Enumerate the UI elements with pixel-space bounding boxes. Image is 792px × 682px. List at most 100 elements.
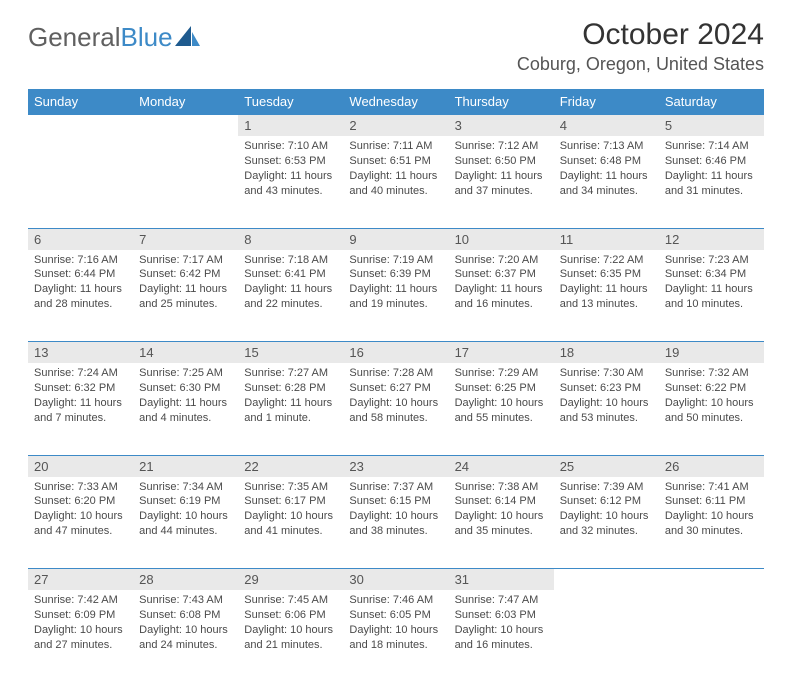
day-cell xyxy=(133,136,238,228)
day-cell: Sunrise: 7:22 AMSunset: 6:35 PMDaylight:… xyxy=(554,250,659,342)
sunset-text: Sunset: 6:09 PM xyxy=(34,608,127,623)
day-number: 13 xyxy=(28,342,133,364)
sunset-text: Sunset: 6:19 PM xyxy=(139,494,232,509)
sunrise-text: Sunrise: 7:25 AM xyxy=(139,366,232,381)
day-number: 9 xyxy=(343,228,448,250)
sunrise-text: Sunrise: 7:43 AM xyxy=(139,593,232,608)
day-cell: Sunrise: 7:39 AMSunset: 6:12 PMDaylight:… xyxy=(554,477,659,569)
daylight-text: Daylight: 10 hours and 47 minutes. xyxy=(34,509,127,539)
logo: GeneralBlue xyxy=(28,18,201,53)
day-content: Sunrise: 7:45 AMSunset: 6:06 PMDaylight:… xyxy=(244,590,337,652)
sunrise-text: Sunrise: 7:32 AM xyxy=(665,366,758,381)
title-block: October 2024 Coburg, Oregon, United Stat… xyxy=(517,18,764,75)
week-num-row: 12345 xyxy=(28,115,764,137)
sunrise-text: Sunrise: 7:34 AM xyxy=(139,480,232,495)
sunrise-text: Sunrise: 7:41 AM xyxy=(665,480,758,495)
day-number: 29 xyxy=(238,569,343,591)
day-cell: Sunrise: 7:34 AMSunset: 6:19 PMDaylight:… xyxy=(133,477,238,569)
day-number-blank xyxy=(133,115,238,137)
day-content: Sunrise: 7:23 AMSunset: 6:34 PMDaylight:… xyxy=(665,250,758,312)
day-number: 31 xyxy=(449,569,554,591)
day-content: Sunrise: 7:19 AMSunset: 6:39 PMDaylight:… xyxy=(349,250,442,312)
day-content: Sunrise: 7:28 AMSunset: 6:27 PMDaylight:… xyxy=(349,363,442,425)
daylight-text: Daylight: 10 hours and 35 minutes. xyxy=(455,509,548,539)
daylight-text: Daylight: 11 hours and 22 minutes. xyxy=(244,282,337,312)
calendar-header-row: Sunday Monday Tuesday Wednesday Thursday… xyxy=(28,89,764,115)
sunset-text: Sunset: 6:05 PM xyxy=(349,608,442,623)
sunrise-text: Sunrise: 7:42 AM xyxy=(34,593,127,608)
day-number: 14 xyxy=(133,342,238,364)
day-number: 28 xyxy=(133,569,238,591)
location: Coburg, Oregon, United States xyxy=(517,54,764,75)
day-cell: Sunrise: 7:41 AMSunset: 6:11 PMDaylight:… xyxy=(659,477,764,569)
sunset-text: Sunset: 6:20 PM xyxy=(34,494,127,509)
calendar-body: 12345Sunrise: 7:10 AMSunset: 6:53 PMDayl… xyxy=(28,115,764,682)
day-cell: Sunrise: 7:29 AMSunset: 6:25 PMDaylight:… xyxy=(449,363,554,455)
daylight-text: Daylight: 11 hours and 1 minute. xyxy=(244,396,337,426)
day-number: 26 xyxy=(659,455,764,477)
day-content: Sunrise: 7:43 AMSunset: 6:08 PMDaylight:… xyxy=(139,590,232,652)
day-number-blank xyxy=(28,115,133,137)
sunrise-text: Sunrise: 7:45 AM xyxy=(244,593,337,608)
daylight-text: Daylight: 11 hours and 43 minutes. xyxy=(244,169,337,199)
day-content: Sunrise: 7:27 AMSunset: 6:28 PMDaylight:… xyxy=(244,363,337,425)
day-cell: Sunrise: 7:32 AMSunset: 6:22 PMDaylight:… xyxy=(659,363,764,455)
day-number: 18 xyxy=(554,342,659,364)
day-content: Sunrise: 7:41 AMSunset: 6:11 PMDaylight:… xyxy=(665,477,758,539)
day-content: Sunrise: 7:47 AMSunset: 6:03 PMDaylight:… xyxy=(455,590,548,652)
daylight-text: Daylight: 10 hours and 53 minutes. xyxy=(560,396,653,426)
sunrise-text: Sunrise: 7:18 AM xyxy=(244,253,337,268)
day-header-tue: Tuesday xyxy=(238,89,343,115)
day-cell: Sunrise: 7:35 AMSunset: 6:17 PMDaylight:… xyxy=(238,477,343,569)
sunset-text: Sunset: 6:39 PM xyxy=(349,267,442,282)
week-content-row: Sunrise: 7:24 AMSunset: 6:32 PMDaylight:… xyxy=(28,363,764,455)
daylight-text: Daylight: 11 hours and 16 minutes. xyxy=(455,282,548,312)
week-num-row: 6789101112 xyxy=(28,228,764,250)
sunset-text: Sunset: 6:23 PM xyxy=(560,381,653,396)
day-cell: Sunrise: 7:45 AMSunset: 6:06 PMDaylight:… xyxy=(238,590,343,682)
sunset-text: Sunset: 6:15 PM xyxy=(349,494,442,509)
daylight-text: Daylight: 10 hours and 18 minutes. xyxy=(349,623,442,653)
day-cell: Sunrise: 7:24 AMSunset: 6:32 PMDaylight:… xyxy=(28,363,133,455)
header: GeneralBlue October 2024 Coburg, Oregon,… xyxy=(28,18,764,75)
day-content: Sunrise: 7:38 AMSunset: 6:14 PMDaylight:… xyxy=(455,477,548,539)
day-cell: Sunrise: 7:14 AMSunset: 6:46 PMDaylight:… xyxy=(659,136,764,228)
sunrise-text: Sunrise: 7:17 AM xyxy=(139,253,232,268)
sunrise-text: Sunrise: 7:16 AM xyxy=(34,253,127,268)
sunrise-text: Sunrise: 7:37 AM xyxy=(349,480,442,495)
sunset-text: Sunset: 6:44 PM xyxy=(34,267,127,282)
sunrise-text: Sunrise: 7:23 AM xyxy=(665,253,758,268)
day-content: Sunrise: 7:25 AMSunset: 6:30 PMDaylight:… xyxy=(139,363,232,425)
sunrise-text: Sunrise: 7:19 AM xyxy=(349,253,442,268)
day-content: Sunrise: 7:46 AMSunset: 6:05 PMDaylight:… xyxy=(349,590,442,652)
daylight-text: Daylight: 10 hours and 44 minutes. xyxy=(139,509,232,539)
daylight-text: Daylight: 11 hours and 28 minutes. xyxy=(34,282,127,312)
daylight-text: Daylight: 11 hours and 31 minutes. xyxy=(665,169,758,199)
day-number: 25 xyxy=(554,455,659,477)
day-cell: Sunrise: 7:37 AMSunset: 6:15 PMDaylight:… xyxy=(343,477,448,569)
daylight-text: Daylight: 11 hours and 7 minutes. xyxy=(34,396,127,426)
day-cell: Sunrise: 7:10 AMSunset: 6:53 PMDaylight:… xyxy=(238,136,343,228)
daylight-text: Daylight: 10 hours and 41 minutes. xyxy=(244,509,337,539)
day-number-blank xyxy=(659,569,764,591)
daylight-text: Daylight: 10 hours and 16 minutes. xyxy=(455,623,548,653)
sunset-text: Sunset: 6:12 PM xyxy=(560,494,653,509)
day-cell: Sunrise: 7:11 AMSunset: 6:51 PMDaylight:… xyxy=(343,136,448,228)
sunset-text: Sunset: 6:06 PM xyxy=(244,608,337,623)
day-content: Sunrise: 7:16 AMSunset: 6:44 PMDaylight:… xyxy=(34,250,127,312)
sunset-text: Sunset: 6:28 PM xyxy=(244,381,337,396)
day-content: Sunrise: 7:22 AMSunset: 6:35 PMDaylight:… xyxy=(560,250,653,312)
sunrise-text: Sunrise: 7:28 AM xyxy=(349,366,442,381)
day-header-thu: Thursday xyxy=(449,89,554,115)
day-content: Sunrise: 7:32 AMSunset: 6:22 PMDaylight:… xyxy=(665,363,758,425)
day-number: 8 xyxy=(238,228,343,250)
day-content: Sunrise: 7:37 AMSunset: 6:15 PMDaylight:… xyxy=(349,477,442,539)
day-content: Sunrise: 7:35 AMSunset: 6:17 PMDaylight:… xyxy=(244,477,337,539)
sunset-text: Sunset: 6:34 PM xyxy=(665,267,758,282)
day-content: Sunrise: 7:10 AMSunset: 6:53 PMDaylight:… xyxy=(244,136,337,198)
week-num-row: 2728293031 xyxy=(28,569,764,591)
day-header-mon: Monday xyxy=(133,89,238,115)
day-cell: Sunrise: 7:27 AMSunset: 6:28 PMDaylight:… xyxy=(238,363,343,455)
day-content: Sunrise: 7:20 AMSunset: 6:37 PMDaylight:… xyxy=(455,250,548,312)
sunrise-text: Sunrise: 7:13 AM xyxy=(560,139,653,154)
